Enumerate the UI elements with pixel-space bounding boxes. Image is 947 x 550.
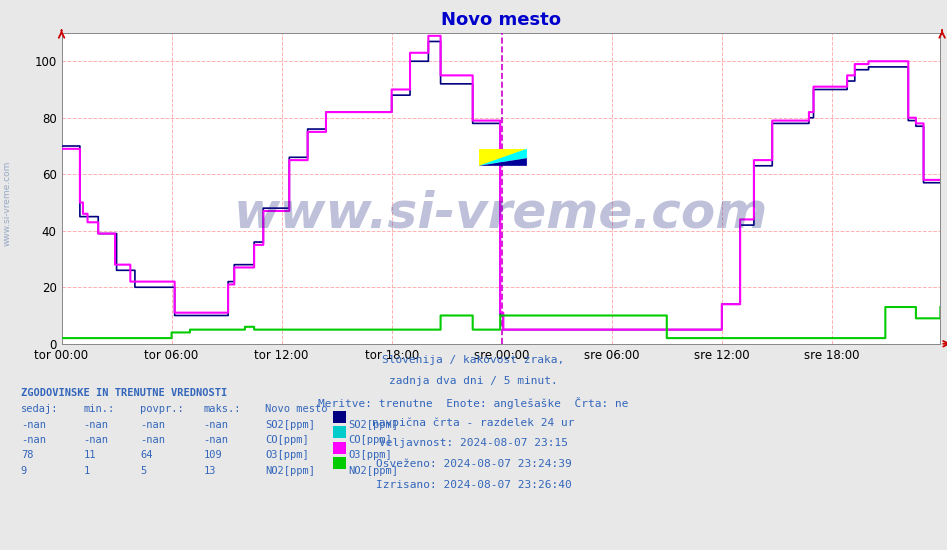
Text: zadnja dva dni / 5 minut.: zadnja dva dni / 5 minut. — [389, 376, 558, 386]
Text: Izrisano: 2024-08-07 23:26:40: Izrisano: 2024-08-07 23:26:40 — [376, 480, 571, 490]
Polygon shape — [478, 148, 527, 166]
Text: Veljavnost: 2024-08-07 23:15: Veljavnost: 2024-08-07 23:15 — [379, 438, 568, 448]
Text: 78: 78 — [21, 450, 33, 460]
Text: NO2[ppm]: NO2[ppm] — [348, 466, 399, 476]
Title: Novo mesto: Novo mesto — [441, 10, 561, 29]
Text: SO2[ppm]: SO2[ppm] — [265, 420, 315, 430]
Text: NO2[ppm]: NO2[ppm] — [265, 466, 315, 476]
Text: 13: 13 — [204, 466, 216, 476]
Text: sedaj:: sedaj: — [21, 404, 59, 414]
Text: 1: 1 — [83, 466, 90, 476]
Text: 64: 64 — [140, 450, 152, 460]
Text: Slovenija / kakovost zraka,: Slovenija / kakovost zraka, — [383, 355, 564, 365]
Text: -nan: -nan — [204, 435, 228, 445]
Polygon shape — [478, 148, 527, 166]
Text: CO[ppm]: CO[ppm] — [265, 435, 309, 445]
Polygon shape — [478, 158, 527, 166]
Text: -nan: -nan — [140, 420, 165, 430]
Text: -nan: -nan — [21, 420, 45, 430]
Text: maks.:: maks.: — [204, 404, 241, 414]
Text: Meritve: trenutne  Enote: anglešaške  Črta: ne: Meritve: trenutne Enote: anglešaške Črta… — [318, 397, 629, 409]
Text: O3[ppm]: O3[ppm] — [265, 450, 309, 460]
Text: Novo mesto: Novo mesto — [265, 404, 328, 414]
Text: www.si-vreme.com: www.si-vreme.com — [2, 161, 11, 246]
Text: 9: 9 — [21, 466, 27, 476]
Text: 5: 5 — [140, 466, 147, 476]
Text: 109: 109 — [204, 450, 223, 460]
Text: povpr.:: povpr.: — [140, 404, 184, 414]
Text: 11: 11 — [83, 450, 96, 460]
Text: -nan: -nan — [204, 420, 228, 430]
Text: www.si-vreme.com: www.si-vreme.com — [234, 189, 768, 237]
Text: min.:: min.: — [83, 404, 115, 414]
Text: -nan: -nan — [140, 435, 165, 445]
Text: -nan: -nan — [21, 435, 45, 445]
Text: -nan: -nan — [83, 420, 108, 430]
Text: SO2[ppm]: SO2[ppm] — [348, 420, 399, 430]
Text: navpična črta - razdelek 24 ur: navpična črta - razdelek 24 ur — [372, 417, 575, 428]
Text: Osveženo: 2024-08-07 23:24:39: Osveženo: 2024-08-07 23:24:39 — [376, 459, 571, 469]
Text: -nan: -nan — [83, 435, 108, 445]
Text: ZGODOVINSKE IN TRENUTNE VREDNOSTI: ZGODOVINSKE IN TRENUTNE VREDNOSTI — [21, 388, 227, 398]
Text: O3[ppm]: O3[ppm] — [348, 450, 392, 460]
Text: CO[ppm]: CO[ppm] — [348, 435, 392, 445]
